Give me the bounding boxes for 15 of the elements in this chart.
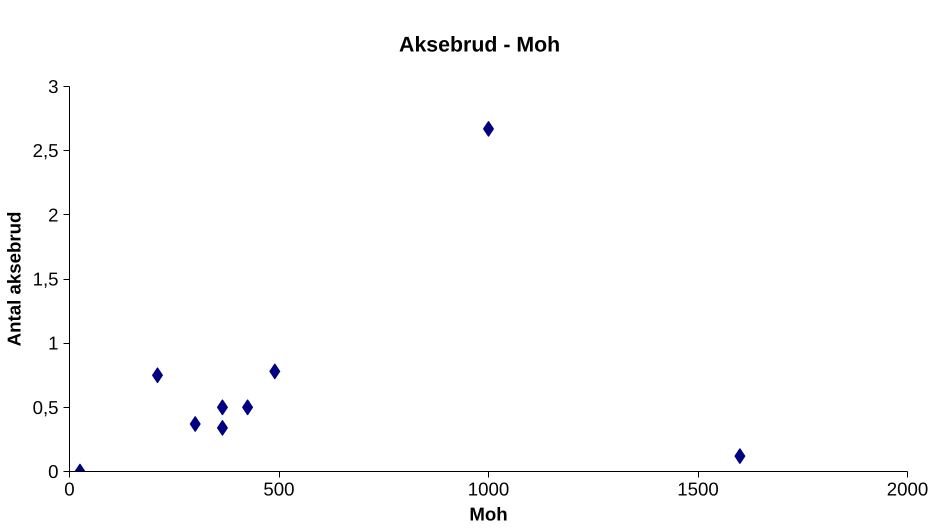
x-tick-label: 1000	[468, 478, 510, 500]
y-tick-label: 1,5	[32, 268, 59, 290]
y-tick-label: 0,5	[32, 396, 59, 418]
y-tick-label: 0	[48, 461, 59, 482]
y-tick-label: 1	[48, 332, 59, 354]
chart-title: Aksebrud - Moh	[399, 32, 560, 56]
y-tick-label: 3	[48, 76, 59, 97]
x-tick-label: 0	[64, 478, 75, 500]
x-tick-label: 2000	[886, 478, 928, 500]
y-tick-label: 2,5	[32, 140, 59, 162]
y-axis-title: Antal aksebrud	[4, 212, 25, 346]
x-tick-label: 1500	[677, 478, 719, 500]
y-tick-label: 2	[48, 204, 59, 226]
x-axis-title: Moh	[469, 504, 508, 524]
x-tick-label: 500	[263, 478, 295, 500]
